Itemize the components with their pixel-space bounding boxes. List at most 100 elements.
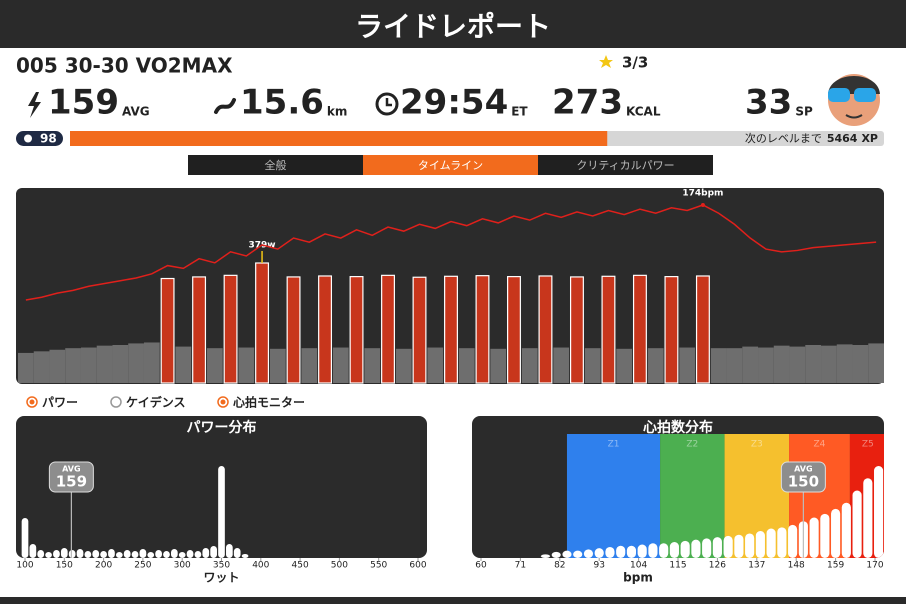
- dist-bar: [53, 550, 60, 558]
- dist-bar: [594, 548, 604, 558]
- x-axis-label: ワット: [203, 571, 239, 585]
- dist-bar: [874, 466, 884, 558]
- interval-bar: [412, 276, 427, 384]
- star-icon: [599, 55, 613, 68]
- xp-value: 5464: [827, 132, 858, 145]
- interval-bar: [286, 276, 301, 384]
- recovery-bar: [805, 345, 822, 383]
- hr-zone-label: Z5: [862, 440, 874, 450]
- recovery-bar: [128, 343, 144, 383]
- dist-bar: [583, 549, 594, 558]
- stat-unit: km: [327, 105, 347, 119]
- avatar: [828, 74, 880, 126]
- hr-zone-label: Z1: [608, 440, 620, 450]
- recovery-bar: [206, 348, 223, 383]
- x-tick-label: 82: [554, 561, 565, 571]
- dist-bar: [777, 527, 787, 558]
- xp-unit: XP: [861, 132, 878, 145]
- tab-label[interactable]: タイムライン: [418, 159, 483, 172]
- next-label: 次のレベルまで: [745, 131, 822, 145]
- dist-bar: [626, 545, 637, 558]
- legend-label[interactable]: 心拍モニター: [233, 395, 305, 410]
- recovery-bar: [789, 346, 806, 383]
- dist-bar: [147, 552, 155, 558]
- legend-label[interactable]: パワー: [42, 396, 78, 410]
- tab[interactable]: [538, 155, 713, 175]
- recovery-bar: [490, 348, 507, 383]
- x-tick-label: 600: [409, 561, 426, 571]
- dist-bar: [723, 535, 733, 558]
- hr-zone: [660, 434, 725, 558]
- x-tick-label: 350: [213, 561, 230, 571]
- recovery-bar: [821, 345, 837, 383]
- dist-bar: [163, 551, 170, 558]
- dist-bar: [45, 552, 52, 558]
- x-tick-label: 126: [709, 561, 726, 571]
- dist-bar: [123, 550, 131, 558]
- dist-bar: [562, 550, 572, 558]
- dist-bar: [540, 554, 551, 558]
- recovery-bar: [96, 345, 113, 383]
- legend-radio[interactable]: [110, 396, 122, 408]
- recovery-bar: [836, 344, 853, 383]
- tab-label[interactable]: 全般: [265, 158, 287, 172]
- dist-bar: [852, 490, 862, 558]
- dist-bar: [691, 539, 701, 558]
- x-tick-label: 115: [669, 561, 686, 571]
- recovery-bar: [49, 349, 66, 383]
- dist-bar: [178, 552, 186, 558]
- tab-label[interactable]: クリティカルパワー: [576, 159, 674, 172]
- dist-bar: [84, 551, 92, 558]
- recovery-bar: [710, 348, 727, 383]
- level-progress: [70, 131, 608, 146]
- dist-bar: [702, 538, 712, 558]
- header-title: ライドレポート: [355, 10, 551, 43]
- footer-bar: [0, 597, 906, 604]
- interval-bar: [192, 276, 207, 384]
- x-tick-label: 400: [252, 561, 269, 571]
- legend-radio-dot[interactable]: [29, 399, 35, 405]
- legend-radio-dot[interactable]: [220, 399, 226, 405]
- legend-label[interactable]: ケイデンス: [126, 395, 186, 410]
- avg-label: AVG: [62, 465, 80, 474]
- stat-value: 273: [552, 83, 623, 123]
- recovery-bar: [65, 348, 81, 383]
- dist-bar: [659, 543, 669, 558]
- x-tick-label: 250: [134, 561, 151, 571]
- x-axis-label: bpm: [623, 571, 653, 585]
- dist-bar: [155, 550, 162, 558]
- tab[interactable]: [363, 155, 538, 175]
- dist-bar: [76, 549, 84, 558]
- interval-bar: [381, 274, 395, 384]
- workout-name: 005 30-30 VO2MAX: [16, 54, 233, 78]
- hr-zone: [566, 434, 661, 558]
- x-tick-label: 148: [788, 561, 805, 571]
- dist-bar: [820, 513, 830, 558]
- dist-bar: [218, 466, 225, 558]
- avg-value: 150: [788, 473, 819, 491]
- dist-bar: [648, 543, 658, 558]
- level-icon: [24, 134, 32, 143]
- interval-bar: [444, 275, 458, 384]
- tab[interactable]: [188, 155, 363, 175]
- recovery-bar: [175, 346, 192, 383]
- dist-bar: [29, 544, 37, 558]
- interval-bar: [223, 274, 238, 384]
- dist-bar: [108, 549, 115, 558]
- recovery-bar: [458, 348, 475, 383]
- x-tick-label: 93: [593, 561, 604, 571]
- stat-unit: AVG: [122, 105, 150, 119]
- heart-rate-line: [25, 204, 877, 301]
- level-number: 98: [40, 132, 57, 146]
- recovery-bar: [616, 348, 633, 383]
- recovery-bar: [238, 347, 255, 383]
- dist-bar: [68, 550, 76, 558]
- x-tick-label: 100: [16, 561, 33, 571]
- recovery-bar: [364, 348, 381, 383]
- recovery-bar: [679, 347, 696, 383]
- x-tick-label: 500: [331, 561, 348, 571]
- dist-bar: [139, 549, 147, 558]
- avg-badge: [48, 461, 94, 493]
- recovery-bar: [868, 343, 884, 383]
- dist-bar: [202, 548, 210, 558]
